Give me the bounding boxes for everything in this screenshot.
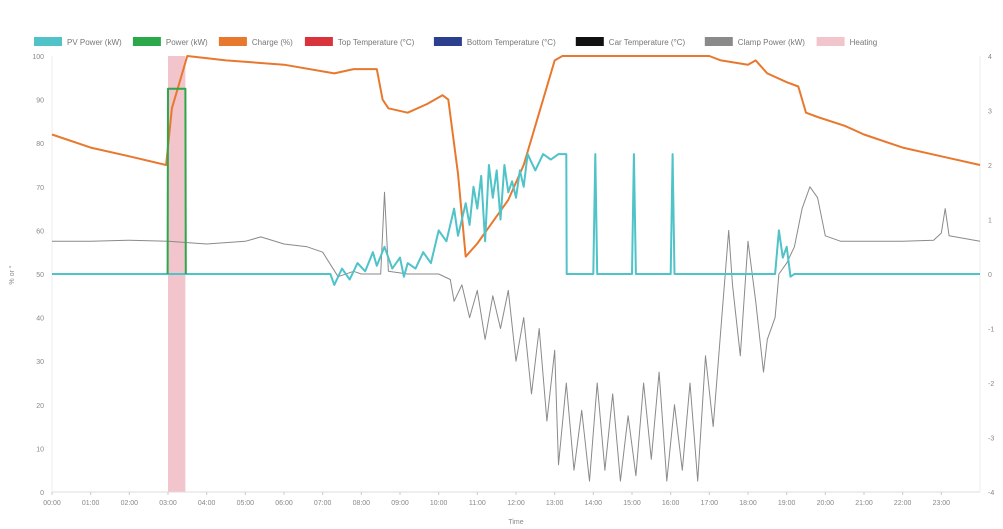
y-right-tick-label-7: 3 [988, 109, 992, 116]
legend-label-6[interactable]: Clamp Power (kW) [738, 38, 805, 47]
y-left-tick-label-9: 90 [36, 98, 44, 105]
y-left-tick-label-2: 20 [36, 403, 44, 410]
legend-swatch-6[interactable] [704, 37, 733, 46]
y-left-tick-label-0: 0 [40, 490, 44, 497]
legend-swatch-5[interactable] [575, 37, 604, 46]
y-left-tick-label-3: 30 [36, 359, 44, 366]
legend-swatch-7[interactable] [816, 37, 845, 46]
y-left-tick-label-1: 10 [36, 446, 44, 453]
series-line-0 [51, 55, 981, 258]
x-tick-label-18: 18:00 [739, 500, 757, 507]
x-tick-label-23: 23:00 [933, 500, 951, 507]
x-tick-label-17: 17:00 [701, 500, 719, 507]
x-tick-label-15: 15:00 [623, 500, 641, 507]
x-tick-label-12: 12:00 [507, 500, 525, 507]
x-tick-label-0: 00:00 [43, 500, 61, 507]
x-tick-label-3: 03:00 [159, 500, 177, 507]
legend-swatch-1[interactable] [132, 37, 161, 46]
legend-label-7[interactable]: Heating [850, 38, 878, 47]
y-right-tick-label-5: 1 [988, 218, 992, 225]
y-left-tick-label-4: 40 [36, 316, 44, 323]
series-lines [51, 55, 981, 482]
x-tick-label-20: 20:00 [817, 500, 835, 507]
axes: 00:00 01:00 02:00 03:00 04:00 05:00 06:00 07:00… [32, 54, 994, 507]
legend-swatch-4[interactable] [433, 37, 462, 46]
series-line-2 [52, 153, 980, 286]
y-left-tick-label-7: 70 [36, 185, 44, 192]
x-tick-label-6: 06:00 [275, 500, 293, 507]
x-tick-label-9: 09:00 [391, 500, 409, 507]
legend-label-3[interactable]: Top Temperature (°C) [338, 38, 415, 47]
x-tick-label-19: 19:00 [778, 500, 796, 507]
legend-label-0[interactable]: PV Power (kW) [67, 38, 122, 47]
y-left-tick-label-8: 80 [36, 141, 44, 148]
y-right-tick-label-6: 2 [988, 163, 992, 170]
y-right-tick-label-8: 4 [988, 54, 992, 61]
x-tick-label-4: 04:00 [198, 500, 216, 507]
y-left-tick-label-6: 60 [36, 228, 44, 235]
y-left-tick-label-5: 50 [36, 272, 44, 279]
x-tick-label-5: 05:00 [237, 500, 255, 507]
x-tick-label-21: 21:00 [855, 500, 873, 507]
legend: PV Power (kW) Power (kW) Charge (%) Top Tem… [34, 37, 877, 47]
series-line-1 [166, 87, 187, 275]
x-tick-label-7: 07:00 [314, 500, 332, 507]
y-right-tick-label-3: -1 [988, 327, 994, 334]
x-tick-label-2: 02:00 [121, 500, 139, 507]
legend-swatch-2[interactable] [218, 37, 247, 46]
x-axis-title: Time [508, 519, 523, 526]
y-right-tick-label-2: -2 [988, 381, 994, 388]
legend-label-1[interactable]: Power (kW) [166, 38, 208, 47]
y-left-tick-label-10: 100 [32, 54, 44, 61]
y-right-tick-label-1: -3 [988, 436, 994, 443]
legend-swatch-3[interactable] [304, 37, 333, 46]
legend-label-5[interactable]: Car Temperature (°C) [609, 38, 686, 47]
x-tick-label-11: 11:00 [469, 500, 486, 507]
x-tick-label-14: 14:00 [585, 500, 603, 507]
x-tick-label-16: 16:00 [662, 500, 680, 507]
y-right-tick-label-4: 0 [988, 272, 992, 279]
y-right-tick-label-0: -4 [988, 490, 994, 497]
y-axis-title: % or ° [8, 265, 16, 284]
legend-label-4[interactable]: Bottom Temperature (°C) [467, 38, 556, 47]
x-tick-label-8: 08:00 [353, 500, 371, 507]
x-tick-label-22: 22:00 [894, 500, 912, 507]
x-tick-label-13: 13:00 [546, 500, 564, 507]
legend-swatch-0[interactable] [34, 37, 62, 46]
legend-label-2[interactable]: Charge (%) [252, 38, 293, 47]
series-line-3 [52, 186, 981, 482]
x-tick-label-1: 01:00 [82, 500, 100, 507]
x-tick-label-10: 10:00 [430, 500, 448, 507]
